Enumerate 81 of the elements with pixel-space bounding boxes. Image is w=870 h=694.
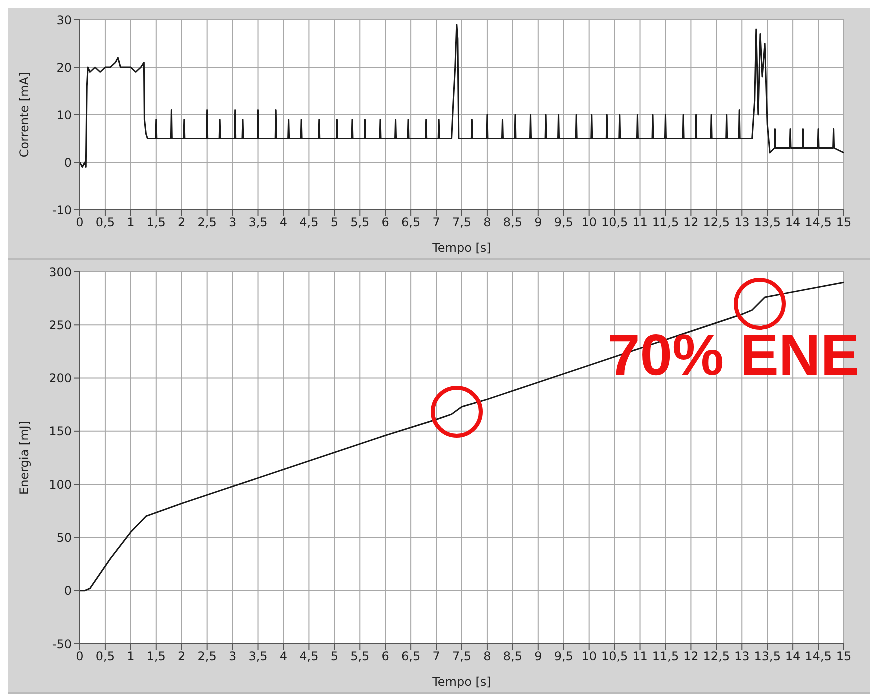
x-tick-label: 12 [684, 650, 699, 664]
y-tick-label: 200 [49, 372, 72, 386]
x-tick-label: 5 [330, 650, 338, 664]
x-tick-label: 3,5 [248, 650, 268, 664]
y-tick-label: -50 [52, 637, 72, 652]
y-tick-label: 0 [64, 584, 72, 598]
x-tick-label: 10,5 [601, 650, 628, 664]
x-tick-label: 14 [785, 216, 801, 230]
x-tick-label: 2,5 [198, 216, 217, 230]
x-tick-label: 6 [382, 650, 390, 664]
x-tick-label: 5,5 [350, 650, 370, 664]
x-tick-label: 1,5 [146, 650, 166, 664]
x-tick-label: 8,5 [503, 216, 522, 230]
x-tick-label: 3 [228, 216, 237, 230]
x-tick-label: 0,5 [96, 216, 116, 230]
y-axis-title: Energia [mJ] [17, 420, 32, 496]
x-tick-label: 4 [280, 650, 288, 664]
x-tick-label: 2 [178, 650, 186, 664]
y-tick-label: -10 [52, 203, 72, 218]
line-series [80, 24, 844, 168]
x-tick-label: 10,5 [601, 216, 628, 230]
x-tick-label: 9,5 [554, 216, 574, 230]
x-tick-label: 11,5 [652, 650, 680, 664]
y-tick-label: 300 [49, 265, 72, 280]
x-tick-label: 8,5 [503, 650, 522, 664]
x-tick-label: 10 [582, 650, 597, 664]
x-tick-label: 2,5 [198, 650, 217, 664]
x-tick-label: 1,5 [146, 216, 166, 230]
x-tick-label: 12,5 [703, 216, 730, 230]
x-tick-label: 13 [734, 650, 750, 664]
x-tick-label: 4 [280, 216, 288, 230]
x-tick-label: 0,5 [96, 650, 116, 664]
x-tick-label: 14 [785, 650, 801, 664]
x-tick-label: 1 [127, 650, 135, 664]
x-tick-label: 11 [632, 650, 648, 664]
x-tick-label: 2 [178, 216, 186, 230]
x-tick-label: 10 [582, 216, 597, 230]
x-tick-label: 15 [836, 216, 852, 230]
x-tick-label: 8 [484, 216, 492, 230]
x-tick-label: 0 [76, 216, 84, 230]
y-axis-title: Corrente [mA] [17, 72, 32, 158]
y-tick-label: 10 [56, 108, 72, 122]
x-tick-label: 7,5 [452, 216, 472, 230]
x-tick-label: 12 [684, 216, 699, 230]
x-tick-label: 11 [632, 216, 648, 230]
y-tick-label: 50 [56, 530, 72, 545]
y-tick-label: 250 [49, 318, 72, 332]
y-tick-label: 30 [56, 13, 72, 28]
x-tick-label: 13,5 [754, 650, 781, 664]
y-tick-label: 150 [49, 424, 72, 439]
x-tick-label: 5,5 [350, 216, 370, 230]
x-tick-label: 3,5 [248, 216, 268, 230]
y-tick-label: 0 [64, 156, 72, 170]
x-tick-label: 14,5 [805, 216, 832, 230]
x-tick-label: 12,5 [703, 650, 730, 664]
x-tick-label: 9 [534, 650, 542, 664]
x-tick-label: 8 [484, 650, 492, 664]
x-tick-label: 7 [432, 216, 440, 230]
annotation: 70% ENE [608, 322, 860, 389]
x-tick-label: 5 [330, 216, 338, 230]
x-tick-label: 4,5 [300, 650, 319, 664]
x-tick-label: 9,5 [554, 650, 574, 664]
x-tick-label: 13 [734, 216, 750, 230]
x-tick-label: 6,5 [402, 216, 421, 230]
x-tick-label: 14,5 [805, 650, 832, 664]
y-tick-label: 100 [49, 478, 72, 492]
x-tick-label: 0 [76, 650, 84, 664]
x-tick-label: 3 [228, 650, 237, 664]
x-tick-label: 4,5 [300, 216, 319, 230]
x-tick-label: 6,5 [402, 650, 421, 664]
x-tick-label: 15 [836, 650, 852, 664]
x-axis-title: Tempo [s] [432, 675, 492, 689]
x-tick-label: 7,5 [452, 650, 472, 664]
x-tick-label: 7 [432, 650, 440, 664]
x-tick-label: 11,5 [652, 216, 680, 230]
x-axis-title: Tempo [s] [432, 241, 492, 255]
x-tick-label: 6 [382, 216, 390, 230]
x-tick-label: 9 [534, 216, 542, 230]
x-tick-label: 13,5 [754, 216, 781, 230]
x-tick-label: 1 [127, 216, 135, 230]
y-tick-label: 20 [56, 60, 72, 75]
